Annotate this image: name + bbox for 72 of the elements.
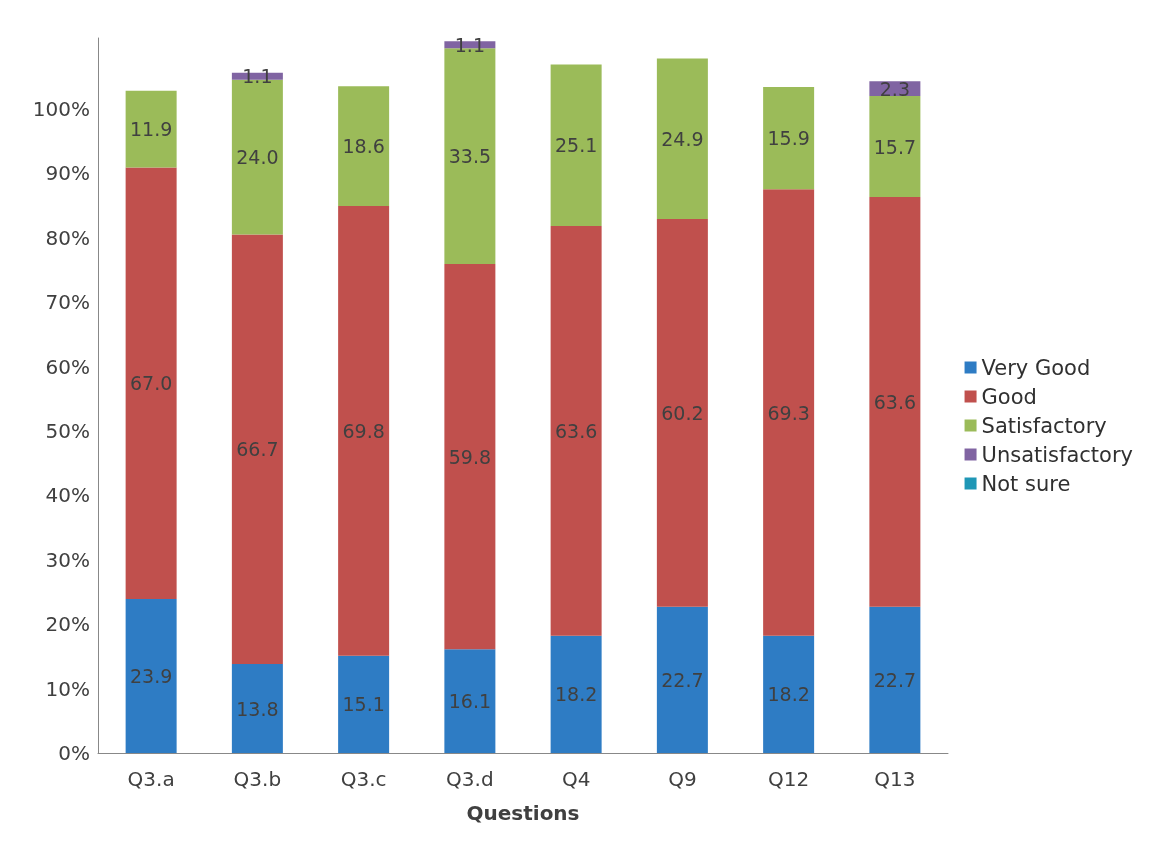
y-tick-label: 50% <box>45 418 90 443</box>
x-tick-label: Q4 <box>561 767 591 791</box>
y-tick-label: 100% <box>32 96 90 121</box>
data-label: 60.2 <box>661 401 704 424</box>
data-label: 25.1 <box>554 134 598 157</box>
data-label: 15.7 <box>873 135 917 158</box>
data-label: 18.2 <box>554 683 598 706</box>
x-tick-label: Q12 <box>768 767 810 791</box>
x-tick-label: Q3.a <box>127 767 175 791</box>
bar <box>338 86 390 207</box>
data-label: 24.9 <box>661 127 704 150</box>
bar <box>550 226 602 636</box>
legend-label: Satisfactory <box>981 413 1107 438</box>
legend-label: Very Good <box>981 355 1091 380</box>
data-label: 15.9 <box>767 127 810 150</box>
y-tick-label: 70% <box>45 290 90 315</box>
bar <box>763 86 815 190</box>
bar <box>869 95 921 198</box>
data-label: 15.1 <box>342 693 385 716</box>
bar <box>231 664 283 753</box>
data-label: 63.6 <box>554 419 598 442</box>
bar <box>444 649 496 753</box>
bar <box>550 64 602 227</box>
bar <box>125 599 177 753</box>
x-tick-label: Q3.d <box>446 767 494 791</box>
bar <box>656 58 708 219</box>
y-tick-label: 60% <box>45 354 90 379</box>
x-tick-label: Q3.b <box>233 767 282 791</box>
y-tick-label: 90% <box>45 161 90 186</box>
data-label: 13.8 <box>236 697 279 720</box>
data-label: 18.2 <box>767 683 810 706</box>
y-tick-label: 40% <box>45 483 90 508</box>
y-tick-label: 10% <box>45 676 90 701</box>
data-label: 16.1 <box>448 690 492 713</box>
data-label: 18.6 <box>342 135 385 158</box>
legend-label: Unsatisfactory <box>981 442 1133 467</box>
y-tick-label: 30% <box>45 547 90 572</box>
bar <box>444 264 496 650</box>
data-label: 66.7 <box>236 438 279 461</box>
legend-label: Not sure <box>981 471 1071 496</box>
data-label: 22.7 <box>661 668 704 691</box>
bar <box>656 219 708 607</box>
data-label: 67.0 <box>129 372 173 395</box>
bar <box>656 606 708 753</box>
data-label: 24.0 <box>236 146 279 169</box>
x-tick-label: Q13 <box>874 767 916 791</box>
data-label: 63.6 <box>873 390 917 413</box>
data-label: 33.5 <box>448 145 492 168</box>
bar <box>231 234 283 665</box>
legend-label: Good <box>981 384 1037 409</box>
y-tick-label: 0% <box>58 741 90 765</box>
bar <box>869 197 921 607</box>
y-tick-label: 20% <box>45 612 90 637</box>
bar <box>125 167 177 600</box>
data-label: 69.3 <box>767 401 810 424</box>
bar <box>550 635 602 753</box>
data-label: 59.8 <box>448 445 492 468</box>
bar <box>763 635 815 753</box>
bar <box>869 606 921 753</box>
data-label: 11.9 <box>129 118 173 141</box>
data-label: 23.9 <box>129 665 173 688</box>
bar <box>338 655 390 753</box>
x-axis-title: Questions <box>466 801 580 825</box>
data-label: 2.3 <box>879 77 910 100</box>
x-tick-label: Q3.c <box>340 767 387 791</box>
bar <box>338 206 390 656</box>
data-label: 22.7 <box>873 668 917 691</box>
y-tick-label: 80% <box>45 225 90 250</box>
bar <box>763 189 815 636</box>
bar <box>125 90 177 168</box>
data-label: 69.8 <box>342 419 385 442</box>
x-tick-label: Q9 <box>668 767 697 791</box>
